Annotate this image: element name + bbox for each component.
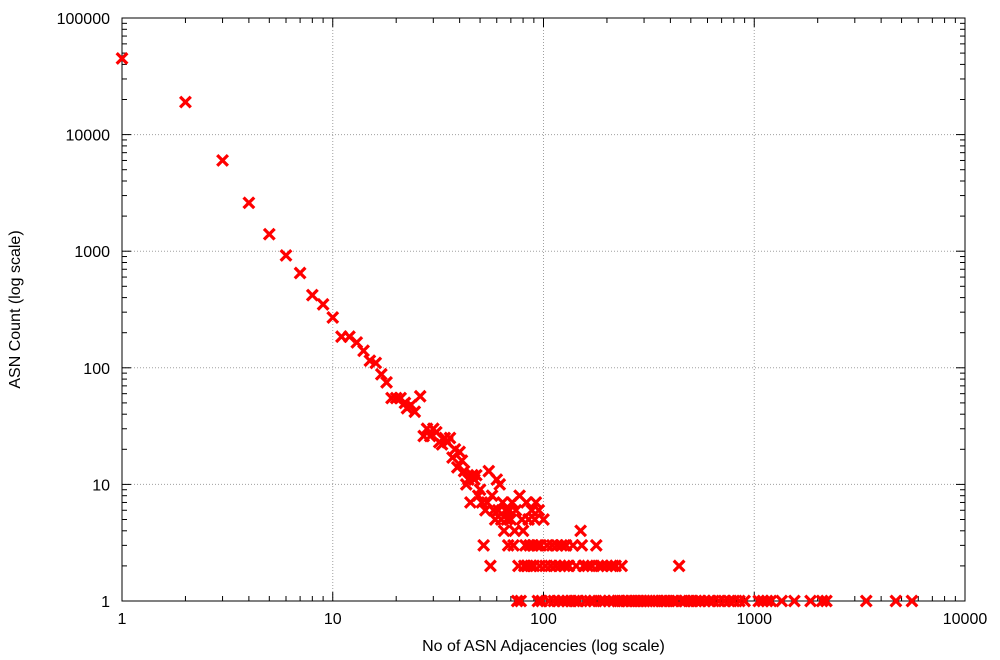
data-point [497, 524, 511, 538]
y-tick-label: 100 [83, 361, 110, 378]
data-point [279, 248, 293, 262]
y-tick-label: 10000 [66, 128, 111, 145]
data-point [242, 196, 256, 210]
y-tick-label: 1 [101, 594, 110, 611]
data-point [615, 559, 629, 573]
data-point [537, 513, 550, 526]
data-point [575, 538, 589, 552]
data-point [819, 594, 833, 608]
data-point [443, 431, 457, 445]
data-point [477, 538, 491, 552]
data-point [115, 51, 129, 65]
data-point [532, 503, 546, 517]
data-point [482, 464, 496, 478]
data-point [574, 524, 588, 538]
data-point [469, 468, 483, 482]
data-point [216, 154, 230, 167]
data-points [115, 51, 919, 608]
y-tick-label: 100000 [57, 11, 110, 28]
data-point [529, 495, 543, 509]
data-point [516, 524, 530, 538]
data-point [335, 330, 348, 344]
data-point [485, 489, 499, 503]
data-point [775, 594, 789, 608]
data-point [404, 398, 418, 412]
tick-labels: 1 10 100 1000 10000 1 10 100 1000 10000 100000 [57, 11, 988, 628]
data-point [528, 513, 542, 526]
x-tick-label: 1000 [736, 611, 772, 628]
data-point [429, 425, 443, 439]
x-tick-label: 1 [118, 611, 127, 628]
data-point [509, 503, 523, 517]
data-point [524, 559, 538, 573]
data-point [738, 594, 752, 608]
data-point [666, 594, 680, 608]
x-tick-label: 10000 [943, 611, 988, 628]
data-point [178, 95, 192, 109]
data-point [764, 594, 778, 608]
data-point [380, 375, 394, 389]
data-point [804, 594, 818, 608]
data-point [455, 454, 469, 468]
data-point [506, 538, 520, 552]
data-point [504, 513, 518, 526]
grid [122, 18, 965, 601]
y-tick-label: 10 [92, 477, 110, 494]
data-point [483, 559, 497, 573]
data-point [859, 594, 873, 608]
data-point [589, 538, 603, 552]
data-point [453, 445, 467, 459]
data-point [787, 594, 801, 608]
data-point [293, 266, 307, 280]
x-tick-label: 100 [530, 611, 557, 628]
data-point [262, 227, 276, 241]
data-point [374, 367, 388, 381]
data-point [519, 495, 533, 509]
data-point [369, 356, 383, 370]
x-axis-title: No of ASN Adjacencies (log scale) [422, 638, 665, 655]
data-point [566, 538, 580, 552]
data-point [672, 559, 686, 573]
y-tick-label: 1000 [74, 244, 110, 261]
data-point [493, 477, 507, 491]
data-point [326, 311, 340, 324]
data-point [357, 344, 371, 358]
data-point [305, 288, 319, 302]
data-point [889, 594, 903, 608]
data-point [408, 405, 422, 419]
data-point [473, 483, 487, 497]
y-axis-title: ASN Count (log scale) [7, 230, 24, 388]
data-point [316, 297, 330, 311]
data-point [905, 594, 919, 608]
data-point [413, 389, 427, 403]
axis-ticks [121, 17, 966, 602]
data-point [508, 524, 522, 538]
data-point [514, 594, 528, 608]
data-point [457, 464, 471, 478]
x-tick-label: 10 [324, 611, 342, 628]
